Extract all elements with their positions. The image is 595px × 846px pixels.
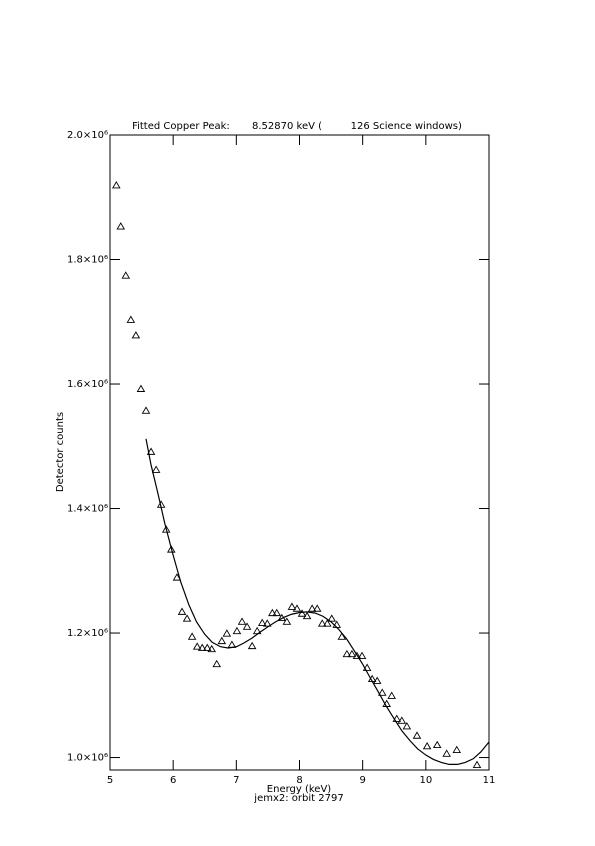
data-point [177, 607, 187, 615]
x-tick-label: 10 [419, 775, 432, 786]
data-point [126, 315, 136, 323]
data-point [323, 619, 332, 627]
data-point [392, 714, 402, 722]
data-point [166, 545, 176, 553]
y-tick-label: 1.6×10⁶ [67, 379, 108, 390]
data-point [161, 525, 171, 533]
data-point [282, 617, 292, 625]
data-point [187, 632, 197, 640]
data-point [222, 629, 232, 637]
data-point [116, 222, 126, 230]
data-point [402, 722, 412, 730]
data-point [387, 691, 397, 699]
data-point [347, 649, 357, 658]
data-point [352, 651, 362, 660]
data-point [327, 614, 336, 622]
data-point [297, 609, 307, 617]
data-point [151, 465, 161, 473]
data-point [307, 604, 317, 612]
data-point [172, 573, 182, 581]
data-point [412, 731, 422, 739]
y-axis-label: Detector counts [55, 412, 66, 492]
data-point [472, 760, 482, 768]
subtitle: jemx2: orbit 2797 [253, 793, 343, 804]
data-point [141, 406, 151, 414]
data-point [242, 622, 252, 630]
y-tick-label: 2.0×10⁶ [67, 130, 108, 141]
y-tick-label: 1.2×10⁶ [67, 628, 108, 639]
data-point [257, 618, 267, 627]
data-point [237, 617, 247, 625]
data-point [136, 384, 146, 392]
data-point [212, 659, 222, 668]
chart-title: Fitted Copper Peak: 8.52870 keV ( 126 Sc… [132, 121, 462, 132]
data-point [362, 663, 372, 671]
data-point [422, 741, 432, 750]
data-point [202, 643, 212, 651]
data-point [146, 447, 156, 455]
fit-line [145, 438, 490, 765]
data-point [272, 608, 282, 617]
data-point [342, 649, 352, 658]
data-point [397, 716, 407, 724]
data-point [247, 641, 257, 650]
data-point [217, 636, 227, 645]
data-point [452, 745, 462, 754]
data-point [337, 632, 347, 640]
data-point [131, 331, 141, 339]
data-point [292, 604, 302, 612]
data-point [317, 619, 327, 627]
data-point [357, 651, 367, 660]
y-tick-label: 1.8×10⁶ [67, 255, 108, 266]
data-point [442, 749, 451, 757]
data-point [192, 642, 202, 650]
data-point [263, 619, 272, 627]
x-tick-label: 8 [296, 775, 302, 786]
x-tick-label: 7 [233, 775, 239, 786]
data-point [302, 611, 312, 620]
x-tick-label: 9 [359, 775, 365, 786]
data-point [287, 602, 297, 610]
x-tick-label: 6 [170, 775, 176, 786]
data-point [312, 604, 322, 612]
x-tick-label: 5 [107, 775, 113, 786]
data-point [207, 644, 216, 653]
data-point [372, 676, 382, 684]
data-point [268, 608, 277, 617]
data-point [112, 181, 121, 189]
data-point [182, 614, 192, 622]
data-point [377, 688, 387, 696]
y-tick-label: 1.4×10⁶ [67, 504, 108, 515]
x-tick-label: 11 [483, 775, 496, 786]
x-axis-label: Energy (keV) [267, 784, 332, 795]
y-tick-label: 1.0×10⁶ [67, 753, 108, 764]
data-point [121, 271, 131, 279]
data-point [432, 740, 442, 749]
data-point [197, 643, 207, 651]
data-point [232, 626, 242, 635]
